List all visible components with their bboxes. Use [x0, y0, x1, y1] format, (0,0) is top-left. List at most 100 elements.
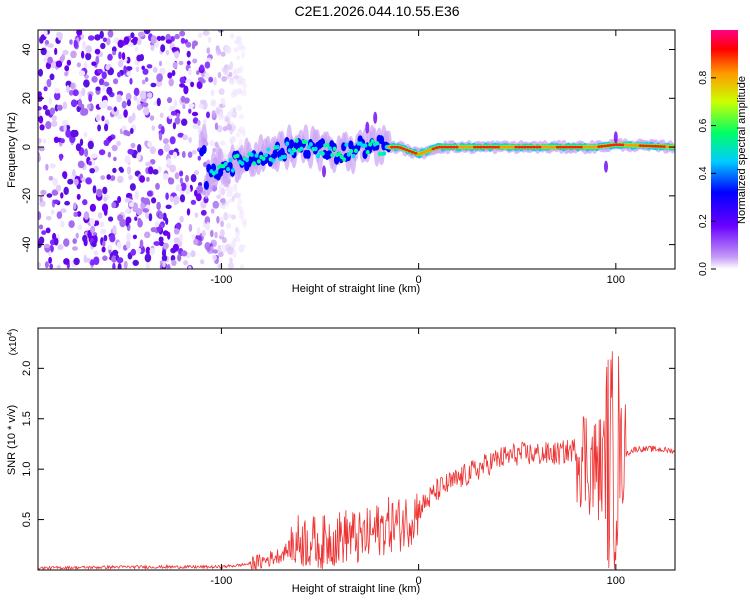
noise-speckle — [214, 122, 219, 131]
noise-speckle — [233, 47, 239, 53]
noise-speckle — [53, 199, 60, 205]
noise-speckle — [79, 138, 84, 146]
noise-speckle — [226, 222, 232, 230]
noise-speckle — [76, 30, 83, 36]
colorbar-tick-label: 0.6 — [698, 118, 709, 132]
noise-speckle — [185, 174, 189, 183]
noise-speckle — [223, 212, 228, 221]
ridge-core-red — [390, 145, 394, 149]
noise-speckle — [88, 161, 92, 166]
noise-speckle — [70, 129, 77, 138]
noise-speckle — [146, 176, 150, 182]
ridge-core-green — [240, 161, 245, 166]
noise-speckle — [206, 221, 210, 230]
noise-speckle — [60, 138, 65, 144]
noise-speckle — [168, 78, 174, 87]
noise-speckle — [156, 201, 161, 211]
noise-speckle — [51, 115, 57, 121]
noise-speckle — [153, 241, 161, 246]
noise-speckle — [185, 78, 192, 84]
noise-speckle — [45, 109, 51, 116]
noise-speckle — [235, 132, 241, 138]
noise-speckle — [112, 225, 117, 234]
ridge-core-red — [396, 145, 400, 149]
noise-speckle — [137, 144, 142, 153]
noise-speckle — [242, 84, 247, 89]
ridge-core-red — [564, 145, 569, 149]
noise-speckle — [72, 89, 79, 97]
noise-speckle — [181, 250, 188, 257]
noise-speckle — [102, 255, 108, 261]
noise-speckle — [81, 177, 86, 183]
noise-speckle — [41, 230, 47, 235]
ridge-core-green — [287, 148, 292, 153]
noise-speckle — [62, 49, 69, 56]
noise-speckle — [156, 73, 163, 82]
noise-speckle — [116, 140, 121, 147]
noise-speckle — [38, 115, 44, 124]
spectrogram-x-tick-label: 100 — [607, 274, 625, 286]
noise-speckle — [197, 32, 203, 38]
noise-speckle — [216, 194, 222, 199]
ridge-core-green — [285, 141, 290, 146]
noise-speckle — [172, 122, 176, 130]
noise-speckle — [220, 229, 225, 237]
noise-speckle — [145, 246, 151, 255]
noise-speckle — [158, 132, 163, 141]
noise-speckle — [38, 68, 43, 77]
noise-speckle — [111, 249, 119, 256]
noise-speckle — [95, 114, 101, 122]
noise-speckle — [97, 212, 103, 219]
noise-speckle — [139, 175, 146, 183]
noise-speckle — [66, 85, 70, 93]
noise-speckle — [191, 43, 196, 50]
ridge-core-red — [659, 145, 663, 148]
noise-speckle — [235, 227, 239, 233]
colorbar-gradient — [711, 30, 738, 269]
noise-speckle — [60, 220, 65, 228]
noise-speckle — [38, 106, 42, 111]
noise-speckle — [56, 264, 61, 269]
ridge-core-blue — [272, 149, 278, 159]
noise-speckle — [105, 64, 110, 71]
noise-speckle — [88, 93, 93, 102]
ridge-core-green — [337, 151, 342, 157]
noise-speckle — [40, 189, 47, 196]
noise-speckle — [170, 110, 177, 116]
noise-speckle — [136, 54, 143, 62]
noise-speckle — [208, 76, 214, 83]
noise-speckle — [95, 220, 100, 226]
ridge-core-red — [582, 145, 587, 149]
ridge-core-red — [541, 145, 545, 149]
noise-speckle — [46, 193, 53, 198]
noise-speckle — [124, 155, 131, 164]
noise-speckle — [101, 71, 107, 80]
noise-speckle — [101, 203, 109, 212]
colorbar: 0.0 0.2 0.4 0.6 0.8 Normalized spectral ampl… — [698, 30, 748, 276]
noise-speckle — [97, 124, 101, 132]
snr-y-label: SNR (10 * v/v) — [6, 405, 18, 475]
noise-speckle — [177, 132, 184, 138]
ridge-core-green — [313, 146, 318, 152]
noise-speckle — [129, 183, 136, 191]
noise-speckle — [229, 79, 235, 85]
ridge-core-red — [650, 144, 655, 148]
noise-speckle — [63, 186, 69, 195]
ridge-core-red — [470, 145, 474, 149]
noise-speckle — [141, 79, 146, 85]
ridge-core-green — [252, 161, 257, 166]
noise-speckle — [107, 245, 113, 250]
noise-speckle — [59, 153, 63, 161]
colorbar-tick-label: 0.8 — [698, 70, 709, 84]
noise-speckle — [63, 238, 70, 247]
noise-speckle — [43, 86, 48, 92]
ridge-core-red — [502, 145, 507, 149]
noise-speckle — [53, 237, 59, 246]
noise-speckle — [187, 151, 193, 158]
noise-speckle — [238, 114, 244, 120]
ridge-core-green — [264, 152, 268, 158]
noise-speckle — [188, 265, 192, 269]
noise-speckle — [216, 125, 223, 133]
noise-speckle — [44, 40, 50, 45]
noise-speckle — [112, 262, 116, 269]
